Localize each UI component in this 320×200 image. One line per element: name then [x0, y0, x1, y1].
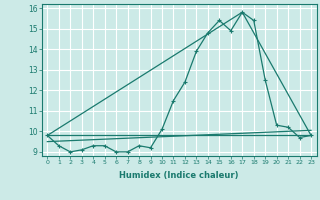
X-axis label: Humidex (Indice chaleur): Humidex (Indice chaleur): [119, 171, 239, 180]
